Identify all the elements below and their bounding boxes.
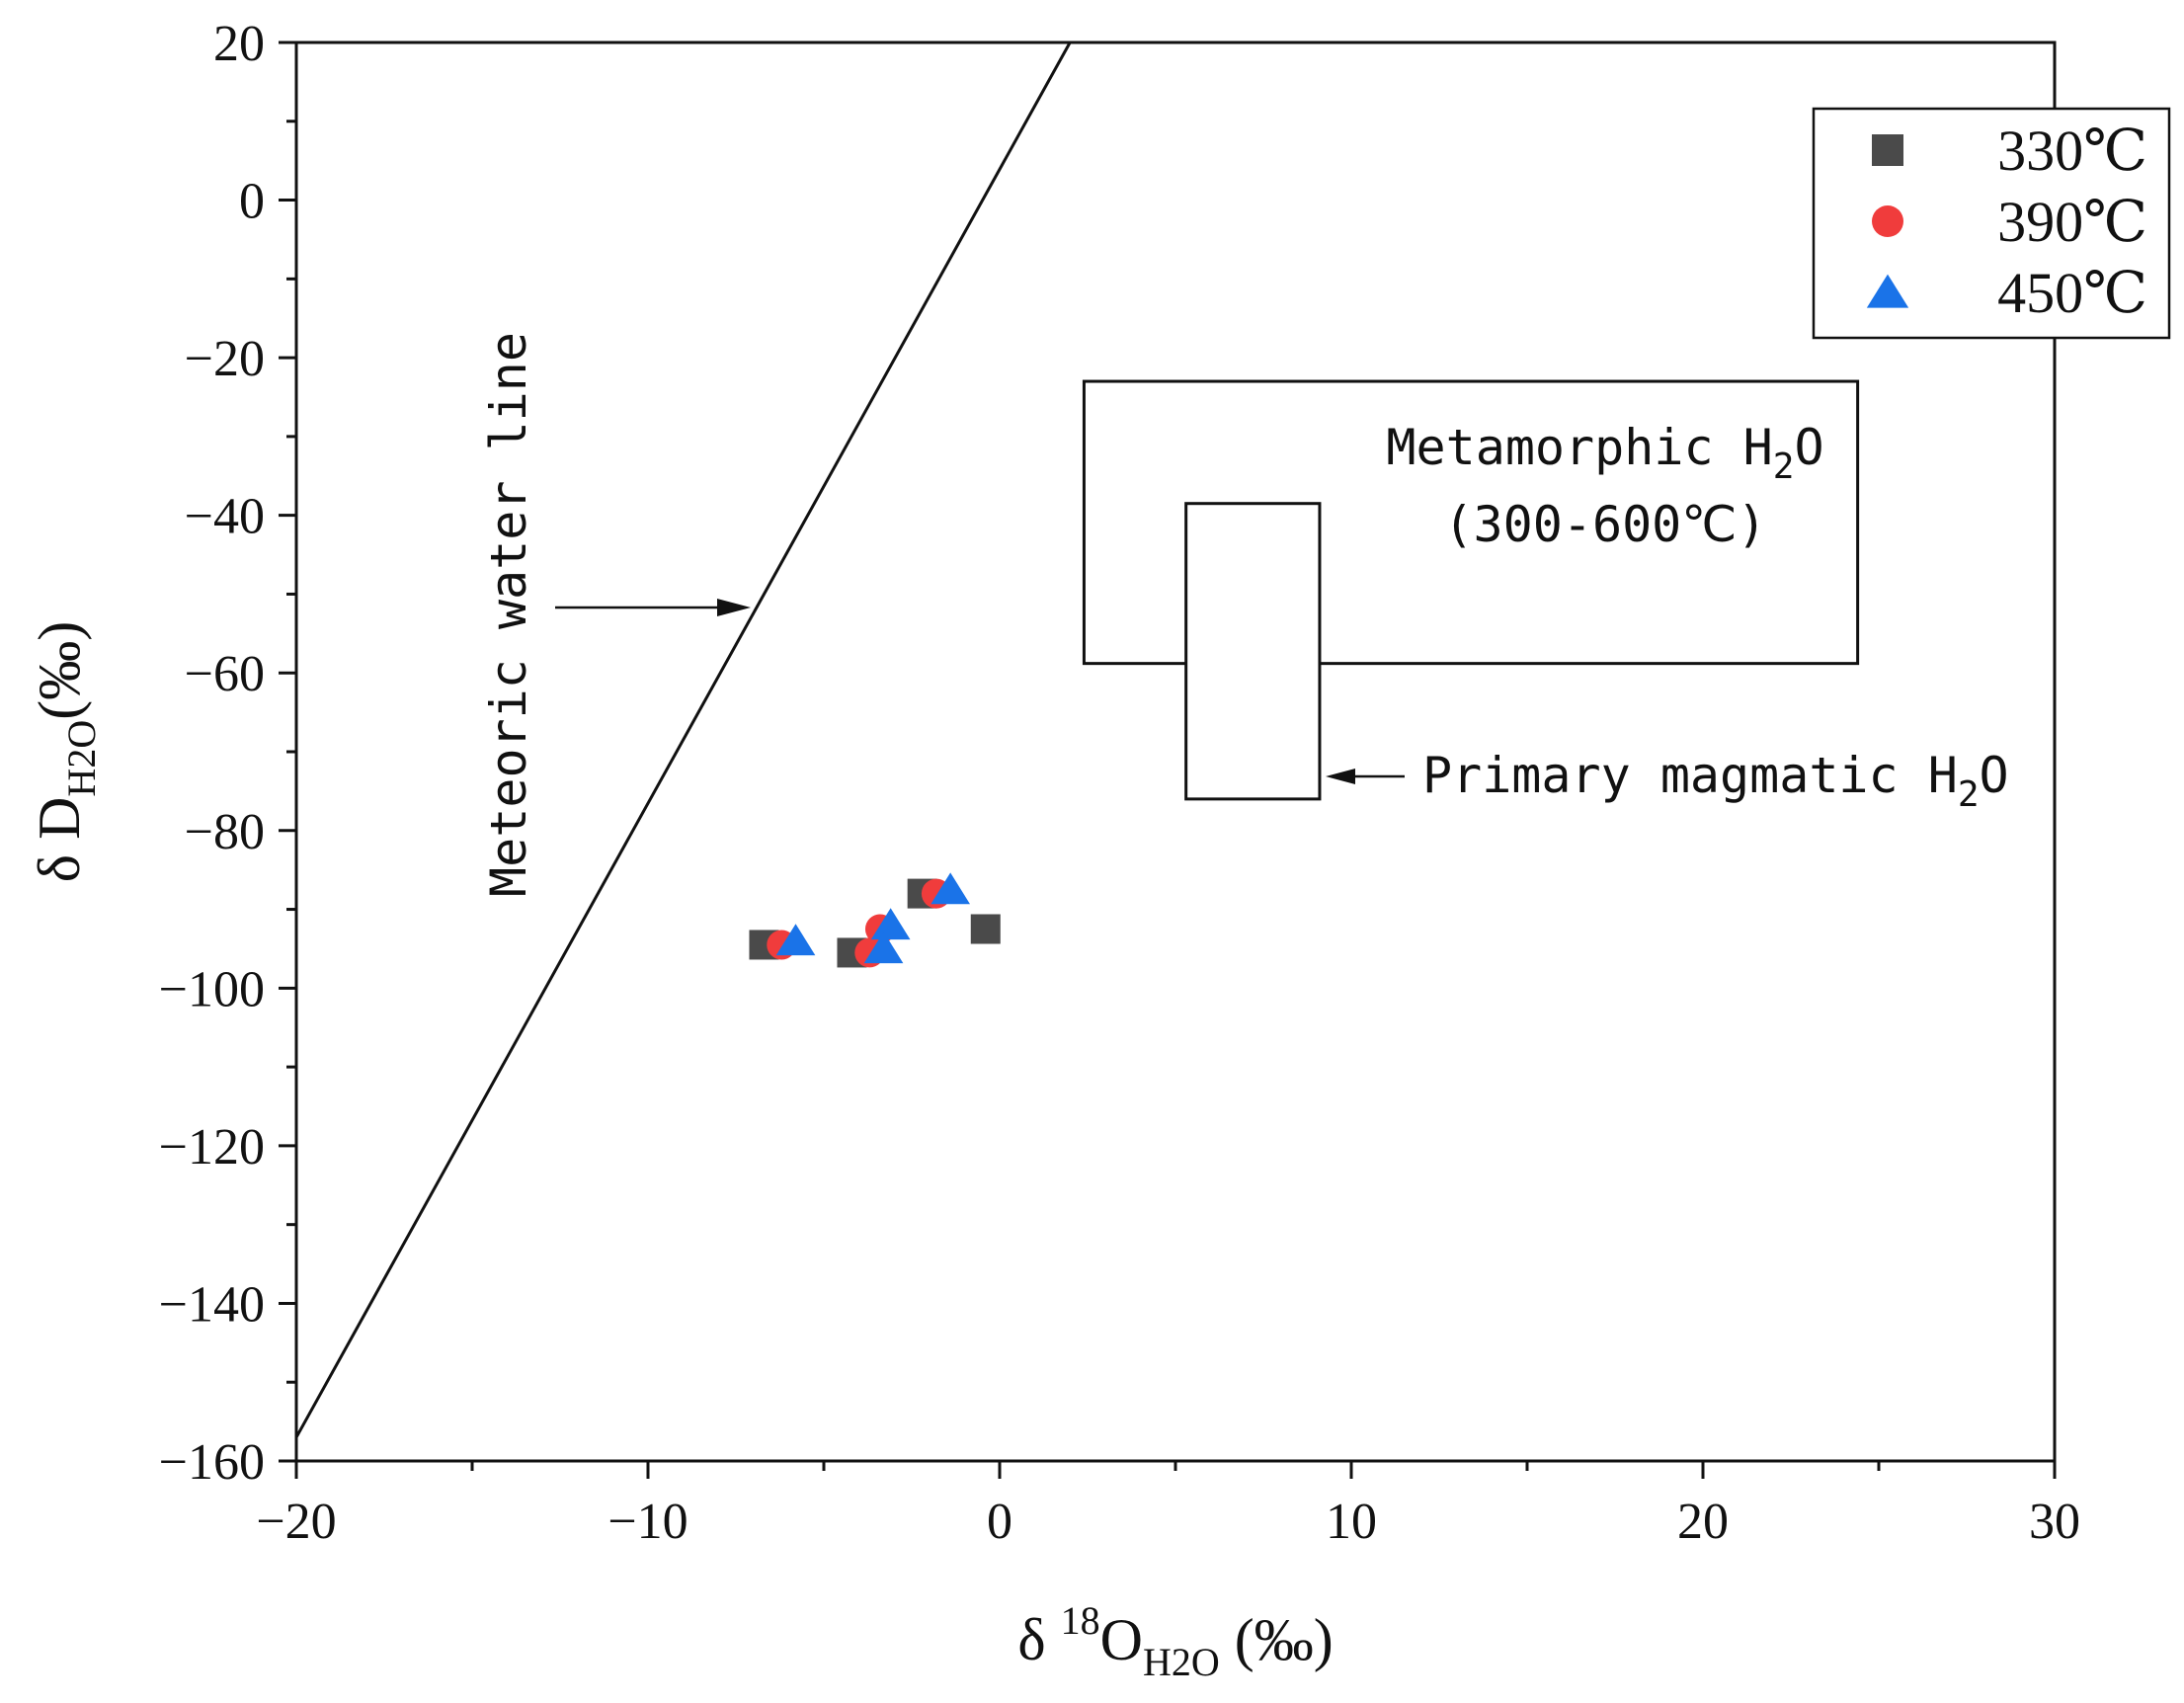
y-tick-label: −160 [159,1434,265,1491]
primary-magmatic-water-label: Primary magmatic H2O [1422,747,2009,815]
y-tick-label: −120 [159,1119,265,1176]
metamorphic-water-box [1082,379,1860,666]
point-triangle [863,932,904,964]
meteoric-arrow-head [717,599,751,616]
primary-magmatic-water-box [1184,502,1322,801]
meteoric-water-line [294,41,1072,1438]
x-axis-title: δ 18OH2O (‰) [1017,1598,1333,1684]
regions-group: Metamorphic H2O (300-600℃) Primary magmati… [1082,379,2009,815]
point-triangle [775,924,816,956]
point-square [970,914,1001,944]
legend-marker-triangle [1866,274,1909,308]
legend-label: 390℃ [1997,190,2147,254]
x-tick-label: −20 [256,1494,336,1550]
y-tick-label: −60 [185,646,265,702]
y-tick-label: 20 [213,16,265,72]
magmatic-arrow-head [1326,769,1355,784]
point-triangle [930,872,970,905]
y-axis-title: δ DH2O(‰) [27,621,104,882]
y-tick-label: 0 [239,174,265,230]
legend-label: 450℃ [1997,261,2147,325]
legend-label: 330℃ [1997,119,2147,183]
legend-marker-square [1872,134,1903,166]
y-tick-label: −20 [185,331,265,387]
data-points-group [749,872,1001,968]
x-tick-label: −10 [607,1494,688,1550]
meteoric-water-line-label: Meteoric water line [480,332,537,897]
axes-group: −20 −10 0 10 20 30200−20−40−60−80−100−120−140… [27,16,2080,1684]
x-tick-label: 20 [1677,1494,1729,1550]
meteoric-water-line-group: Meteoric water line [294,41,1072,1438]
point-triangle [870,908,911,940]
x-tick-label: 10 [1326,1494,1377,1550]
y-tick-label: −40 [185,489,265,545]
legend-marker-circle [1872,205,1903,237]
x-tick-label: 30 [2029,1494,2080,1550]
y-tick-label: −140 [159,1276,265,1333]
metamorphic-range-label: (300-600℃) [1443,496,1766,553]
x-tick-label: 0 [987,1494,1012,1550]
y-tick-label: −80 [185,804,265,860]
y-tick-label: −100 [159,961,265,1017]
metamorphic-water-label: Metamorphic H2O [1386,419,1823,487]
legend: 330℃ 390℃ 450℃ [1812,107,2171,340]
